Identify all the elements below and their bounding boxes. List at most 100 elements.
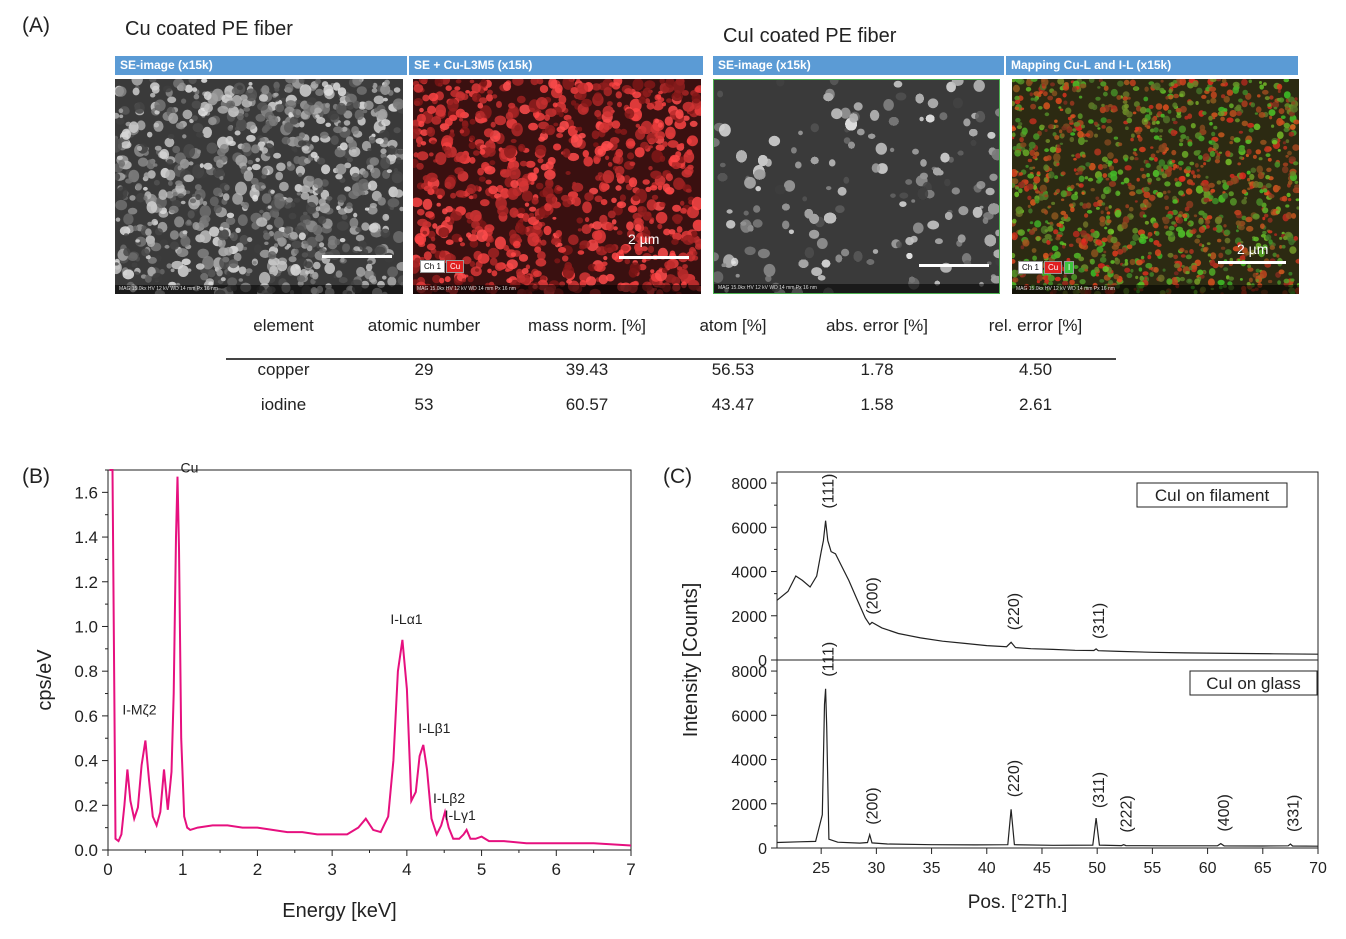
sem-grain	[178, 82, 187, 92]
sem-grain	[323, 84, 334, 96]
sem-grain	[682, 101, 695, 112]
sem-grain	[195, 263, 205, 270]
sem-grain	[143, 195, 148, 201]
sem-grain	[1263, 82, 1267, 86]
sem-grain	[1234, 118, 1240, 123]
sem-grain	[1121, 222, 1128, 229]
sem-grain	[591, 83, 602, 91]
sem-grain	[1153, 135, 1160, 140]
sem-grain	[338, 277, 348, 284]
sem-grain	[1156, 192, 1164, 198]
sem-grain	[1230, 136, 1235, 141]
sem-grain	[1047, 205, 1052, 209]
sem-grain	[339, 142, 348, 151]
sem-grain	[469, 118, 476, 125]
peak-label: (222)	[1119, 795, 1136, 832]
sem-grain	[570, 134, 583, 148]
sem-grain	[1144, 277, 1148, 280]
sem-grain	[240, 94, 248, 101]
sem-grain	[387, 198, 400, 208]
sem-grain	[558, 246, 567, 253]
sem-grain	[380, 84, 391, 95]
sem-grain	[991, 149, 999, 161]
sem-grain	[291, 240, 302, 249]
sem-grain	[364, 207, 370, 211]
sem-grain	[1068, 203, 1074, 208]
sem-grain	[669, 154, 680, 163]
peak-label: (200)	[865, 787, 882, 824]
sem-grain	[1029, 149, 1036, 156]
sem-grain	[744, 246, 756, 256]
sem-grain	[1246, 170, 1251, 175]
sem-grain	[129, 195, 136, 201]
y-tick-label: 1.6	[74, 483, 98, 502]
sem-grain	[1048, 171, 1055, 179]
sem-grain	[352, 79, 363, 86]
sem-grain	[1274, 161, 1281, 168]
sem-grain	[613, 79, 623, 86]
sem-grain	[514, 124, 521, 132]
sem-grain	[367, 260, 373, 264]
sem-grain	[1260, 223, 1265, 229]
sem-grain	[1020, 107, 1025, 111]
sem-grain	[611, 252, 619, 260]
sem-grain	[1039, 184, 1047, 193]
sem-grain	[1060, 198, 1065, 202]
sem-grain	[1051, 245, 1059, 252]
sem-grain	[392, 98, 403, 110]
sem-grain	[633, 236, 639, 242]
sem-grain	[657, 185, 663, 191]
sem-grain	[1078, 171, 1083, 175]
sem-grain	[676, 226, 683, 233]
sem-grain	[1237, 242, 1241, 247]
sem-grain	[273, 217, 284, 228]
sem-grain	[1062, 277, 1069, 282]
sem-grain	[115, 262, 119, 266]
sem-grain	[828, 159, 836, 167]
sem-grain	[1208, 86, 1217, 92]
sem-grain	[1073, 265, 1079, 269]
sem-grain	[197, 248, 209, 259]
sem-grain	[1235, 229, 1239, 233]
sem-grain	[604, 244, 616, 253]
sem-grain	[1073, 121, 1081, 127]
sem-grain	[1173, 263, 1181, 269]
sem-grain	[192, 222, 200, 230]
sem-grain	[1272, 252, 1277, 257]
sem-grain	[552, 216, 557, 220]
sem-grain	[810, 123, 819, 133]
sem-grain	[1051, 212, 1059, 220]
sem-grain	[1059, 142, 1064, 145]
sem-grain	[337, 194, 347, 203]
sem-grain	[1050, 82, 1055, 87]
sem-grain	[1043, 252, 1049, 259]
sem-grain	[224, 247, 233, 256]
sem-grain	[208, 281, 214, 286]
sem-grain	[1281, 195, 1288, 202]
sem-grain	[351, 172, 360, 181]
sem-grain	[316, 117, 326, 124]
sem-grain	[1032, 255, 1037, 261]
sem-grain	[1259, 270, 1267, 279]
sem-grain	[1241, 199, 1247, 205]
sem-grain	[125, 178, 133, 184]
sem-grain	[562, 79, 575, 90]
sem-grain	[380, 157, 391, 169]
sem-grain	[1187, 222, 1191, 226]
sem-grain	[1266, 167, 1272, 172]
sem-grain	[159, 268, 165, 275]
sem-grain	[1271, 139, 1278, 145]
sem-grain	[1207, 253, 1212, 257]
sem-grain	[1290, 124, 1296, 130]
sem-header-4: Mapping Cu-L and I-L (x15k)	[1006, 56, 1298, 75]
sem-grain	[209, 196, 219, 207]
sem-grain	[1138, 267, 1143, 272]
sem-grain	[1065, 107, 1072, 115]
sem-grain	[1140, 255, 1145, 260]
sem-grain	[1043, 177, 1049, 183]
sem-grain	[677, 269, 689, 280]
sem-grain	[527, 172, 538, 182]
sem-grain	[315, 114, 320, 119]
sem-grain	[1047, 274, 1055, 282]
sem-grain	[1126, 117, 1133, 124]
